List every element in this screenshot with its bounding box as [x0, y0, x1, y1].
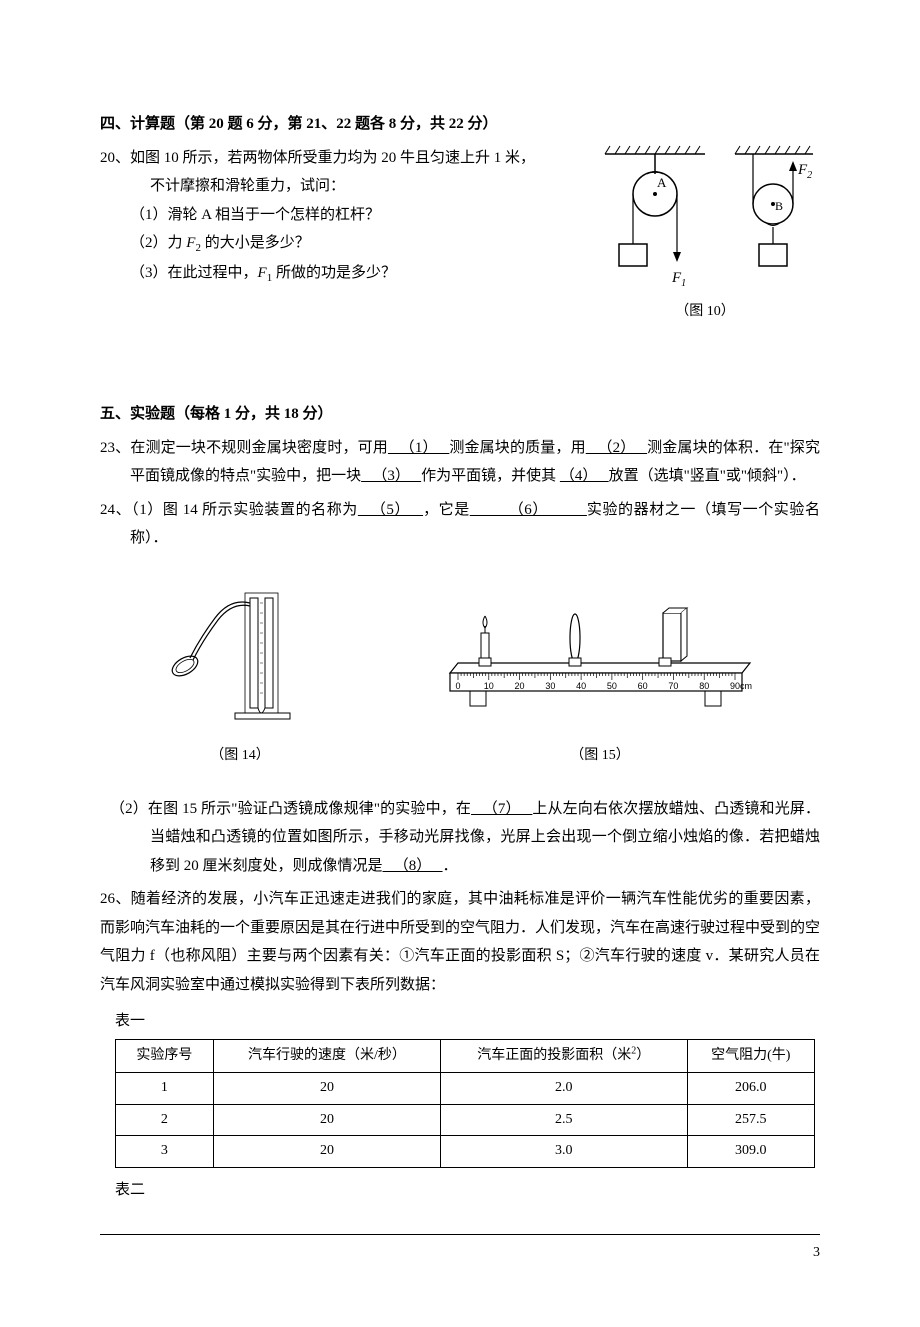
q24-s2-t1: （2）在图 15 所示"验证凸透镜成像规律"的实验中，在	[110, 801, 471, 817]
figure-10-area: A F1 B	[590, 144, 820, 326]
q24-number: 24、	[100, 502, 131, 518]
table2-label: 表二	[100, 1176, 820, 1205]
q26-text: 随着经济的发展，小汽车正迅速走进我们的家庭，其中油耗标准是评价一辆汽车性能优劣的…	[100, 891, 820, 993]
table-cell: 2.0	[441, 1072, 687, 1104]
section-4-paren: （第 20 题 6 分，第 21、22 题各 8 分，共 22 分）	[175, 116, 498, 132]
figures-14-15: （图 14） 0 10 20 30 40 50 60 70 80 90cm	[100, 578, 820, 770]
q20-sub3-b: 所做的功是多少？	[272, 265, 396, 281]
table-cell: 3.0	[441, 1136, 687, 1168]
bench-tick-label: 20	[515, 681, 525, 691]
q24-blank8: （8）	[383, 858, 443, 874]
bench-tick-label: 60	[638, 681, 648, 691]
q20-sub2-b: 的大小是多少？	[201, 235, 310, 251]
q24-blank5: （5）	[358, 502, 423, 518]
page-footer: 3	[100, 1234, 820, 1267]
bench-tick-label: 80	[699, 681, 709, 691]
table-cell: 20	[213, 1136, 440, 1168]
table-row: 3203.0309.0	[116, 1136, 815, 1168]
table-1-header-row: 实验序号 汽车行驶的速度（米/秒） 汽车正面的投影面积（米2） 空气阻力(牛)	[116, 1039, 815, 1072]
q20-number: 20、	[100, 150, 130, 166]
bench-tick-label: 10	[484, 681, 494, 691]
q24-t2: ，它是	[423, 502, 470, 518]
label-b: B	[775, 199, 783, 213]
q23-t5: 放置（选填"竖直"或"倾斜"）．	[609, 468, 806, 484]
figure-15-block: 0 10 20 30 40 50 60 70 80 90cm	[440, 598, 760, 770]
q23-number: 23、	[100, 440, 130, 456]
q23-t4: 作为平面镜，并使其	[421, 468, 556, 484]
pulley-diagram: A F1 B	[595, 144, 815, 294]
q20-sub3-a: （3）在此过程中，	[130, 265, 258, 281]
q24-blank6: （6）	[470, 502, 587, 518]
question-20: A F1 B	[100, 144, 820, 326]
q20-line1a: 如图 10 所示，若两物体所受重力均为 20 牛且匀速上升 1 米，	[130, 150, 535, 166]
q23-blank3: （3）	[361, 468, 421, 484]
t1-h1: 汽车行驶的速度（米/秒）	[213, 1039, 440, 1072]
q20-sub3-f: F	[258, 265, 267, 281]
page-number: 3	[813, 1245, 820, 1260]
bench-tick-label: 70	[668, 681, 678, 691]
section-4-title: 四、计算题（第 20 题 6 分，第 21、22 题各 8 分，共 22 分）	[100, 110, 820, 139]
table-cell: 20	[213, 1072, 440, 1104]
section-5-paren: （每格 1 分，共 18 分）	[175, 406, 333, 422]
question-23: 23、在测定一块不规则金属块密度时，可用 （1） 测金属块的质量，用 （2） 测…	[100, 434, 820, 491]
section-4-prefix: 四、计算题	[100, 116, 175, 132]
table-cell: 3	[116, 1136, 214, 1168]
q24-blank7: （7）	[471, 801, 532, 817]
q23-blank4: （4）	[560, 468, 609, 484]
q23-blank1: （1）	[388, 440, 449, 456]
table-cell: 206.0	[687, 1072, 814, 1104]
label-f2: F2	[797, 162, 812, 181]
optical-bench-diagram: 0 10 20 30 40 50 60 70 80 90cm	[440, 598, 760, 728]
section-5-title: 五、实验题（每格 1 分，共 18 分）	[100, 400, 820, 429]
t1-h2-txt: 汽车正面的投影面积（米2）	[477, 1048, 650, 1063]
q24-s2-t3: ．	[443, 858, 458, 874]
figure-14-caption: （图 14）	[160, 743, 320, 770]
q24-t1: （1）图 14 所示实验装置的名称为	[131, 502, 358, 518]
q20-sub2-a: （2）力	[130, 235, 186, 251]
q23-t2: 测金属块的质量，用	[449, 440, 585, 456]
bench-tick-label: 0	[455, 681, 460, 691]
manometer-diagram	[160, 578, 320, 728]
label-a: A	[657, 175, 667, 190]
figure-10-caption: （图 10）	[590, 299, 820, 326]
q23-blank2: （2）	[586, 440, 647, 456]
t1-h0: 实验序号	[116, 1039, 214, 1072]
table-cell: 1	[116, 1072, 214, 1104]
bench-tick-label: 30	[545, 681, 555, 691]
section-5-prefix: 五、实验题	[100, 406, 175, 422]
bench-tick-label: 50	[607, 681, 617, 691]
bench-tick-label: 90cm	[730, 681, 752, 691]
table-row: 1202.0206.0	[116, 1072, 815, 1104]
t1-h2: 汽车正面的投影面积（米2）	[441, 1039, 687, 1072]
table-cell: 20	[213, 1104, 440, 1136]
table-1: 实验序号 汽车行驶的速度（米/秒） 汽车正面的投影面积（米2） 空气阻力(牛) …	[115, 1039, 815, 1168]
q24-sub2: （2）在图 15 所示"验证凸透镜成像规律"的实验中，在 （7） 上从左向右依次…	[100, 795, 820, 881]
question-26: 26、随着经济的发展，小汽车正迅速走进我们的家庭，其中油耗标准是评价一辆汽车性能…	[100, 885, 820, 1204]
table-cell: 2.5	[441, 1104, 687, 1136]
label-f1: F1	[671, 270, 686, 289]
figure-15-caption: （图 15）	[440, 743, 760, 770]
table-row: 2202.5257.5	[116, 1104, 815, 1136]
table-cell: 2	[116, 1104, 214, 1136]
q23-t1: 在测定一块不规则金属块密度时，可用	[130, 440, 388, 456]
t1-h3: 空气阻力(牛)	[687, 1039, 814, 1072]
table-cell: 257.5	[687, 1104, 814, 1136]
table-cell: 309.0	[687, 1136, 814, 1168]
bench-tick-label: 40	[576, 681, 586, 691]
q26-number: 26、	[100, 891, 131, 907]
figure-14-block: （图 14）	[160, 578, 320, 770]
question-24: 24、（1）图 14 所示实验装置的名称为 （5） ，它是 （6） 实验的器材之…	[100, 496, 820, 881]
table1-label: 表一	[100, 1007, 820, 1036]
